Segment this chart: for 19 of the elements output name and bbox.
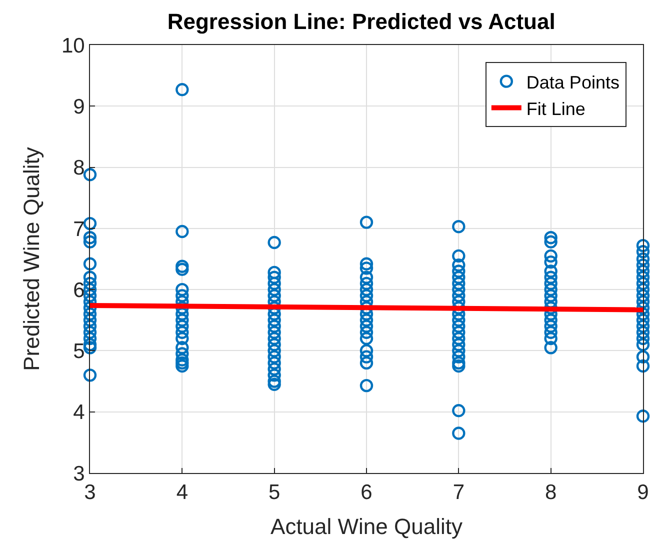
y-tick-label: 4 [73, 401, 86, 424]
x-tick-label: 9 [637, 481, 649, 504]
legend-label: Fit Line [526, 98, 586, 119]
x-axis-title: Actual Wine Quality [270, 514, 462, 540]
legend-label: Data Points [526, 72, 620, 92]
y-tick-label: 6 [73, 278, 85, 302]
y-tick-label: 9 [73, 95, 85, 118]
x-tick-label: 7 [452, 481, 465, 504]
y-tick-label: 8 [73, 156, 85, 180]
x-tick-label: 6 [360, 481, 372, 504]
y-tick-label: 3 [73, 462, 85, 486]
y-axis-title: Predicted Wine Quality [19, 147, 44, 371]
x-tick-label: 5 [268, 481, 280, 504]
y-tick-label: 5 [73, 340, 85, 364]
chart-title: Regression Line: Predicted vs Actual [167, 9, 556, 34]
x-tick-label: 4 [176, 481, 188, 504]
y-tick-label: 7 [73, 218, 85, 241]
y-tick-label: 10 [61, 34, 85, 58]
x-tick-label: 8 [544, 481, 557, 504]
